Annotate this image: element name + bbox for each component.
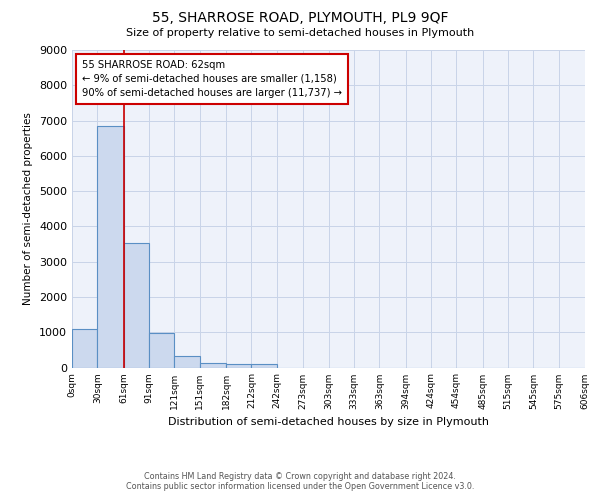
Bar: [97, 126, 124, 368]
Text: Size of property relative to semi-detached houses in Plymouth: Size of property relative to semi-detach…: [126, 28, 474, 38]
Bar: [149, 332, 175, 368]
Text: 55, SHARROSE ROAD, PLYMOUTH, PL9 9QF: 55, SHARROSE ROAD, PLYMOUTH, PL9 9QF: [152, 11, 448, 25]
X-axis label: Distribution of semi-detached houses by size in Plymouth: Distribution of semi-detached houses by …: [168, 417, 489, 427]
Bar: [124, 244, 149, 368]
Bar: [200, 363, 226, 368]
Bar: [226, 364, 251, 368]
Bar: [72, 328, 97, 368]
Bar: [251, 364, 277, 368]
Bar: [175, 356, 200, 368]
Text: 55 SHARROSE ROAD: 62sqm
← 9% of semi-detached houses are smaller (1,158)
90% of : 55 SHARROSE ROAD: 62sqm ← 9% of semi-det…: [82, 60, 342, 98]
Y-axis label: Number of semi-detached properties: Number of semi-detached properties: [23, 112, 34, 305]
Text: Contains HM Land Registry data © Crown copyright and database right 2024.
Contai: Contains HM Land Registry data © Crown c…: [126, 472, 474, 491]
